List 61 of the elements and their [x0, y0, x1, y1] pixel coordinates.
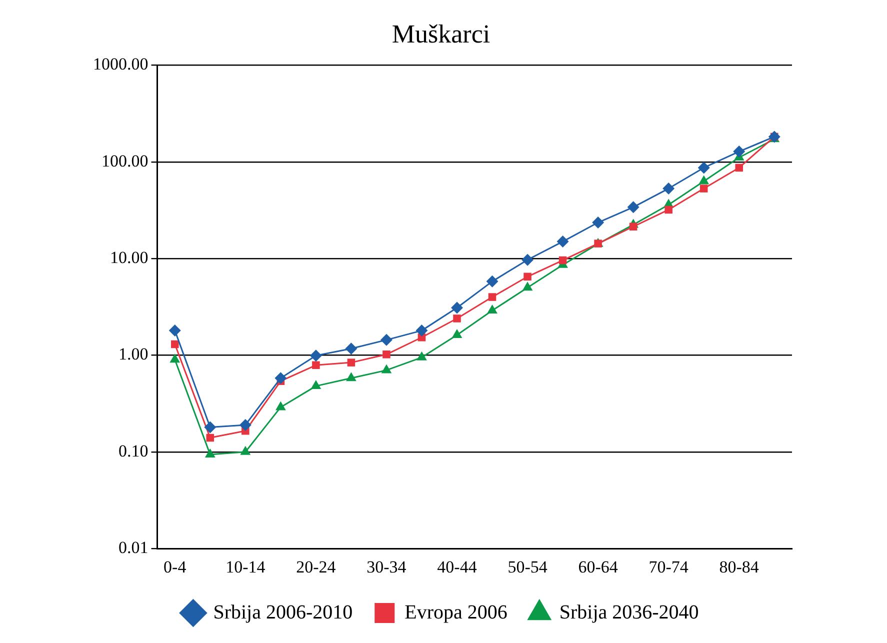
point — [170, 340, 179, 348]
legend-label: Evropa 2006 — [404, 601, 508, 624]
chart-title: Muškarci — [392, 19, 490, 48]
point — [381, 364, 392, 374]
point — [416, 351, 427, 360]
point — [346, 372, 356, 382]
y-tick-label: 0.10 — [118, 441, 148, 460]
point — [312, 361, 320, 370]
point — [275, 401, 286, 410]
legend-label: Srbija 2036-2040 — [559, 601, 699, 624]
point — [592, 216, 604, 229]
point — [204, 448, 216, 458]
point — [168, 324, 181, 337]
point — [416, 324, 428, 337]
y-tick-label: 1000.00 — [93, 54, 148, 74]
point — [239, 418, 252, 431]
point — [274, 372, 287, 384]
x-tick-label: 80-84 — [719, 557, 760, 576]
point — [206, 434, 214, 442]
point — [700, 184, 708, 192]
point — [310, 350, 322, 362]
point — [453, 314, 461, 322]
point — [310, 380, 322, 390]
point — [522, 282, 533, 291]
x-tick-label: 70-74 — [648, 557, 689, 576]
point — [662, 182, 675, 195]
x-tick-label: 20-24 — [296, 557, 336, 576]
point — [486, 275, 498, 288]
x-tick-label: 40-44 — [437, 557, 478, 576]
x-tick-label: 0-4 — [164, 557, 187, 576]
point — [380, 334, 392, 346]
point — [698, 175, 710, 184]
point — [170, 354, 180, 363]
point — [733, 146, 746, 158]
legend-label: Srbija 2006-2010 — [213, 601, 353, 624]
y-tick-label: 1.00 — [118, 344, 148, 364]
y-tick-label: 10.00 — [110, 248, 148, 268]
y-tick-label: 0.01 — [118, 538, 148, 558]
point — [524, 272, 532, 281]
x-tick-label: 60-64 — [578, 557, 618, 576]
point — [240, 446, 251, 455]
point — [204, 421, 216, 434]
point — [450, 302, 463, 314]
point — [664, 206, 672, 214]
point — [735, 164, 743, 172]
point — [345, 342, 358, 355]
point — [558, 256, 567, 264]
point — [347, 358, 356, 366]
point — [522, 254, 534, 266]
x-tick-label: 10-14 — [226, 557, 266, 576]
point — [556, 236, 569, 248]
point — [452, 328, 462, 338]
x-tick-label: 50-54 — [508, 557, 548, 576]
x-tick-label: 30-34 — [366, 557, 407, 576]
point — [698, 162, 710, 174]
point — [629, 222, 638, 231]
point — [627, 201, 640, 214]
y-tick-label: 100.00 — [102, 151, 148, 170]
point — [382, 350, 390, 358]
point — [488, 293, 496, 301]
point — [487, 304, 498, 314]
